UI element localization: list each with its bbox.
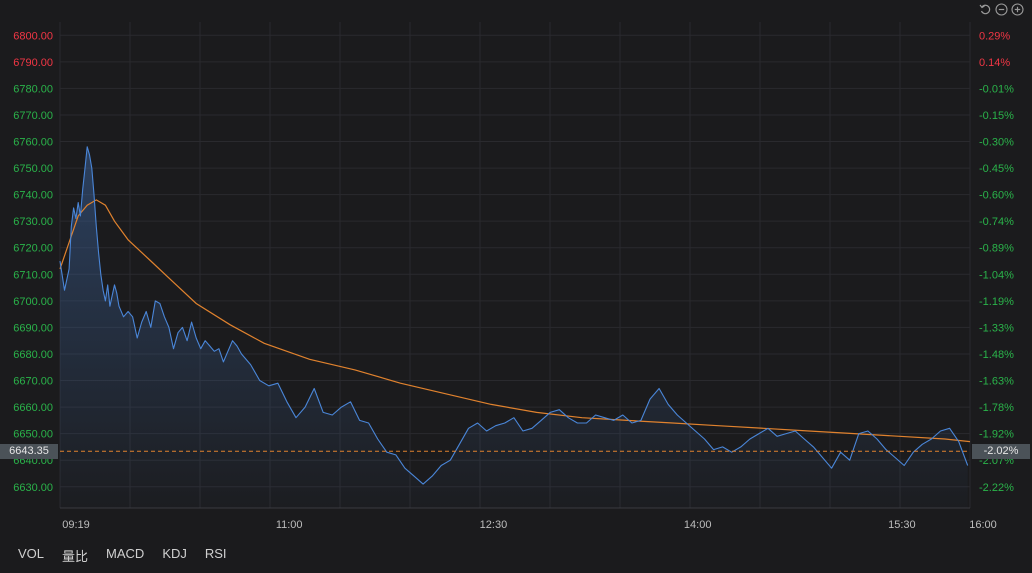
price-area xyxy=(60,146,968,509)
y-tick-right: -0.30% xyxy=(979,137,1014,149)
y-tick-left: 6740.00 xyxy=(13,190,53,202)
y-tick-right: -1.78% xyxy=(979,402,1014,414)
y-tick-left: 6630.00 xyxy=(13,482,53,494)
zoom-out-icon[interactable] xyxy=(995,3,1008,16)
y-tick-left: 6680.00 xyxy=(13,349,53,361)
y-tick-right: -1.19% xyxy=(979,296,1014,308)
y-tick-left: 6690.00 xyxy=(13,322,53,334)
chart-controls xyxy=(979,3,1024,16)
reset-icon[interactable] xyxy=(979,3,992,16)
x-tick-label: 09:19 xyxy=(62,519,90,531)
y-tick-left: 6750.00 xyxy=(13,163,53,175)
y-tick-right: -0.15% xyxy=(979,110,1014,122)
tab-volume-ratio[interactable]: 量比 xyxy=(62,549,89,564)
y-tick-right: -0.45% xyxy=(979,163,1014,175)
price-area-fill xyxy=(60,146,968,509)
x-tick-label: 11:00 xyxy=(276,519,303,531)
tab-kdj[interactable]: KDJ xyxy=(162,546,187,561)
current-price-tag: 6643.35 xyxy=(0,443,58,459)
y-tick-right: -0.01% xyxy=(979,83,1014,95)
y-tick-left: 6700.00 xyxy=(13,296,53,308)
y-tick-right: -2.22% xyxy=(979,482,1014,494)
y-tick-right: -1.92% xyxy=(979,429,1014,441)
y-tick-left: 6730.00 xyxy=(13,216,53,228)
zoom-in-icon[interactable] xyxy=(1011,3,1024,16)
y-tick-left: 6650.00 xyxy=(13,429,53,441)
y-axis-left: 6800.00 6790.00 6780.00 6770.00 6760.00 6750.… xyxy=(13,30,53,493)
y-tick-right: 0.29% xyxy=(979,30,1010,42)
y-tick-left: 6780.00 xyxy=(13,83,53,95)
y-axis-right: 0.29% 0.14% -0.01% -0.15% -0.30% -0.45% -0.60%… xyxy=(979,30,1014,493)
y-tick-right: 0.14% xyxy=(979,57,1010,69)
y-tick-left: 6670.00 xyxy=(13,376,53,388)
indicator-tabs: VOL 量比 MACD KDJ RSI xyxy=(18,546,227,565)
y-tick-right: -1.63% xyxy=(979,376,1014,388)
x-axis: 09:19 11:00 12:30 14:00 15:30 16:00 xyxy=(62,519,997,531)
current-pct-tag: -2.02% xyxy=(972,443,1030,459)
tab-rsi[interactable]: RSI xyxy=(204,546,227,561)
y-tick-left: 6720.00 xyxy=(13,243,53,255)
y-tick-left: 6800.00 xyxy=(13,30,53,42)
x-tick-label: 12:30 xyxy=(480,519,508,531)
y-tick-right: -1.04% xyxy=(979,269,1014,281)
y-tick-right: -0.74% xyxy=(979,216,1014,228)
y-tick-right: -1.33% xyxy=(979,322,1014,334)
tab-macd[interactable]: MACD xyxy=(106,546,145,561)
x-tick-label: 16:00 xyxy=(969,519,997,531)
x-tick-label: 14:00 xyxy=(684,519,712,531)
y-tick-left: 6770.00 xyxy=(13,110,53,122)
y-tick-right: -1.48% xyxy=(979,349,1014,361)
average-price-line xyxy=(59,199,971,443)
x-tick-label: 15:30 xyxy=(888,519,916,531)
y-tick-left: 6660.00 xyxy=(13,402,53,414)
series-lines xyxy=(59,146,971,485)
y-tick-right: -0.89% xyxy=(979,243,1014,255)
y-tick-left: 6760.00 xyxy=(13,137,53,149)
y-tick-left: 6710.00 xyxy=(13,269,53,281)
y-tick-left: 6790.00 xyxy=(13,57,53,69)
tab-vol[interactable]: VOL xyxy=(18,546,45,561)
y-tick-right: -0.60% xyxy=(979,190,1014,202)
price-line xyxy=(59,146,969,485)
